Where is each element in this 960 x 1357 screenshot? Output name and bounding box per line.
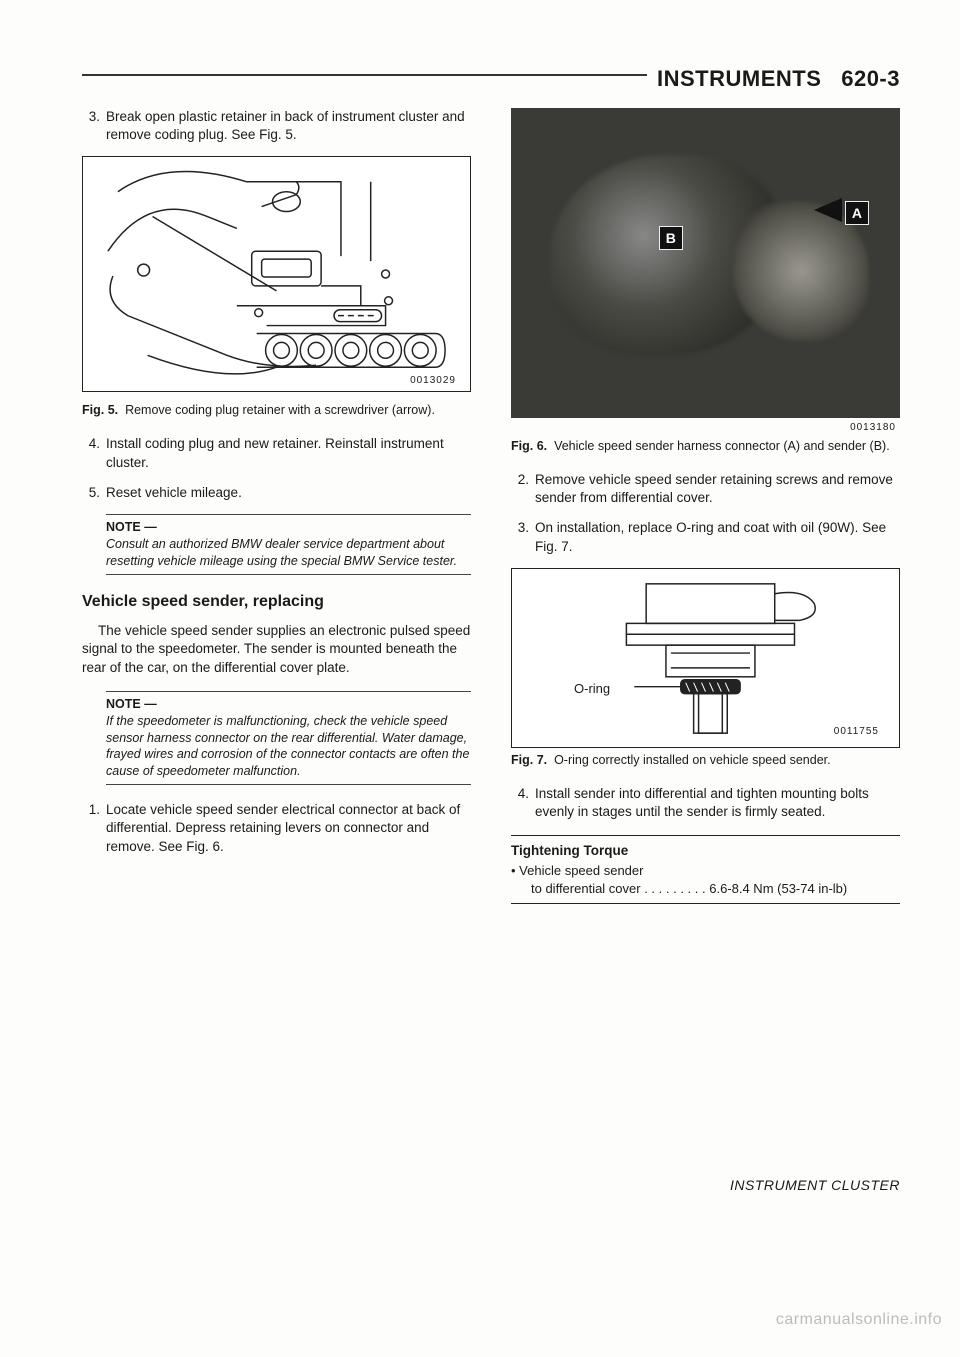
torque-box: Tightening Torque • Vehicle speed sender… <box>511 835 900 904</box>
note-text: If the speedometer is malfunctioning, ch… <box>106 713 471 781</box>
intro-paragraph: The vehicle speed sender supplies an ele… <box>82 622 471 677</box>
figure-5-drawing <box>83 157 470 391</box>
step-number: 4. <box>511 785 529 803</box>
figure-5-label: Fig. 5. <box>82 403 118 417</box>
step-3r: 3. On installation, replace O-ring and co… <box>511 519 900 555</box>
header-page-number: 620-3 <box>841 66 900 91</box>
page-header: INSTRUMENTS 620-3 <box>647 66 900 92</box>
figure-6-container: B A 0013180 <box>511 108 900 418</box>
step-number: 3. <box>511 519 529 537</box>
step-4: 4. Install coding plug and new retainer. … <box>82 435 471 471</box>
arrow-icon <box>814 198 842 222</box>
step-2r: 2. Remove vehicle speed sender retaining … <box>511 471 900 507</box>
marker-b: B <box>659 226 683 250</box>
figure-7-box: O-ring 0011755 <box>511 568 900 748</box>
marker-a: A <box>845 201 869 225</box>
step-text: On installation, replace O-ring and coat… <box>535 520 886 553</box>
step-text: Remove vehicle speed sender retaining sc… <box>535 472 893 505</box>
figure-5-caption-text: Remove coding plug retainer with a screw… <box>125 403 435 417</box>
figure-7-drawing <box>512 569 899 747</box>
watermark: carmanualsonline.info <box>776 1311 942 1329</box>
torque-title: Tightening Torque <box>511 842 900 860</box>
step-5: 5. Reset vehicle mileage. <box>82 484 471 502</box>
step-number: 3. <box>82 108 100 126</box>
torque-item-2: to differential cover . . . . . . . . . … <box>511 880 900 898</box>
figure-5-box: 0013029 <box>82 156 471 392</box>
step-text: Install sender into differential and tig… <box>535 786 869 819</box>
step-text: Locate vehicle speed sender electrical c… <box>106 802 460 853</box>
figure-6-caption-text: Vehicle speed sender harness connector (… <box>554 439 890 453</box>
note-block-2: NOTE — If the speedometer is malfunction… <box>106 691 471 785</box>
page: INSTRUMENTS 620-3 3. Break open plastic r… <box>0 0 960 1357</box>
note-label: NOTE — <box>106 696 471 713</box>
figure-7-label: Fig. 7. <box>511 753 547 767</box>
step-number: 5. <box>82 484 100 502</box>
header-section: INSTRUMENTS <box>657 66 821 91</box>
step-text: Reset vehicle mileage. <box>106 485 242 500</box>
section-heading: Vehicle speed sender, replacing <box>82 591 471 613</box>
figure-5-caption: Fig. 5. Remove coding plug retainer with… <box>82 402 471 419</box>
figure-6-caption: Fig. 6. Vehicle speed sender harness con… <box>511 438 900 455</box>
figure-6-id: 0013180 <box>850 421 896 435</box>
figure-6-label: Fig. 6. <box>511 439 547 453</box>
figure-7-caption: Fig. 7. O-ring correctly installed on ve… <box>511 752 900 769</box>
torque-item-1: • Vehicle speed sender <box>511 862 900 880</box>
step-number: 1. <box>82 801 100 819</box>
step-4r: 4. Install sender into differential and t… <box>511 785 900 821</box>
step-text: Install coding plug and new retainer. Re… <box>106 436 444 469</box>
figure-7-id: 0011755 <box>834 725 879 739</box>
step-1b: 1. Locate vehicle speed sender electrical… <box>82 801 471 856</box>
right-column: B A 0013180 Fig. 6. Vehicle speed sender… <box>501 108 900 904</box>
step-number: 4. <box>82 435 100 453</box>
footer-section-label: INSTRUMENT CLUSTER <box>730 1177 900 1193</box>
note-label: NOTE — <box>106 519 471 536</box>
note-text: Consult an authorized BMW dealer service… <box>106 536 471 570</box>
step-3: 3. Break open plastic retainer in back of… <box>82 108 471 144</box>
left-column: 3. Break open plastic retainer in back of… <box>82 108 481 904</box>
step-number: 2. <box>511 471 529 489</box>
figure-5-id: 0013029 <box>410 374 456 388</box>
oring-label: O-ring <box>574 680 610 698</box>
step-text: Break open plastic retainer in back of i… <box>106 109 465 142</box>
note-block-1: NOTE — Consult an authorized BMW dealer … <box>106 514 471 575</box>
figure-7-caption-text: O-ring correctly installed on vehicle sp… <box>554 753 831 767</box>
figure-6-photo: B A <box>511 108 900 418</box>
content-columns: 3. Break open plastic retainer in back of… <box>82 108 900 904</box>
